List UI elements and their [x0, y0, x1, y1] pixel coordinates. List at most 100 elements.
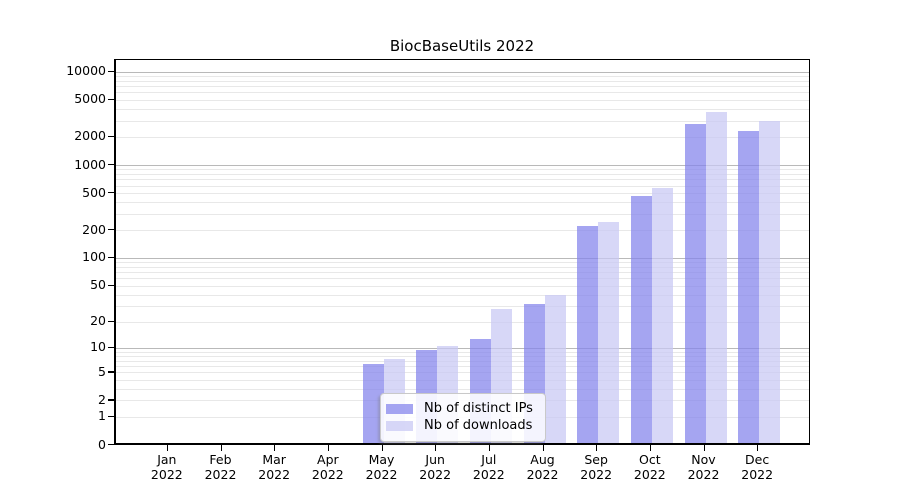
minor-gridline: [116, 321, 809, 323]
y-tick-mark: [108, 415, 114, 418]
bar-aug-downloads: [544, 294, 566, 443]
y-tick-label-2000: 2000: [74, 128, 106, 144]
minor-gridline: [116, 136, 809, 138]
minor-gridline: [116, 193, 809, 195]
y-tick-mark: [108, 192, 114, 194]
x-tick-label-apr: Apr 2022: [311, 452, 344, 482]
bar-dec-downloads: [759, 121, 781, 443]
y-tick-mark: [108, 164, 114, 166]
plot-area: [114, 59, 810, 445]
y-tick-label-10000: 10000: [66, 63, 106, 79]
y-tick-label-200: 200: [82, 221, 106, 237]
minor-gridline: [116, 366, 809, 368]
minor-gridline: [116, 285, 809, 287]
y-tick-mark: [108, 399, 114, 401]
minor-gridline: [116, 355, 809, 357]
y-tick-label-10: 10: [90, 339, 106, 355]
y-tick-label-1000: 1000: [74, 156, 106, 172]
bar-oct-downloads: [651, 188, 673, 443]
x-tick-label-may: May 2022: [365, 452, 398, 482]
legend-label: Nb of downloads: [424, 418, 533, 433]
y-tick-mark: [108, 98, 114, 101]
legend-swatch-downloads: [386, 420, 413, 431]
y-tick-label-5: 5: [98, 363, 106, 379]
bar-nov-downloads: [705, 112, 727, 443]
minor-gridline: [116, 372, 809, 374]
x-tick-mark: [488, 445, 491, 451]
y-tick-mark: [108, 284, 114, 286]
legend-row: Nb of downloads: [386, 418, 536, 433]
bar-sep-downloads: [598, 222, 620, 443]
minor-gridline: [116, 185, 809, 187]
y-tick-mark: [108, 346, 114, 349]
minor-gridline: [116, 76, 809, 78]
y-tick-mark: [108, 444, 114, 446]
y-tick-mark: [108, 70, 114, 73]
x-tick-label-feb: Feb 2022: [204, 452, 237, 482]
minor-gridline: [116, 360, 809, 362]
legend: Nb of distinct IPs Nb of downloads: [380, 393, 546, 442]
bar-sep-distinct-ips: [577, 226, 599, 443]
y-tick-label-500: 500: [82, 184, 106, 200]
legend-swatch-distinct-ips: [386, 403, 413, 414]
x-tick-mark: [381, 445, 383, 451]
legend-row: Nb of distinct IPs: [386, 401, 536, 416]
bar-dec-distinct-ips: [738, 131, 760, 443]
minor-gridline: [116, 351, 809, 353]
y-tick-mark: [108, 229, 114, 231]
minor-gridline: [116, 80, 809, 82]
x-tick-label-jan: Jan 2022: [150, 452, 183, 482]
chart-title: BiocBaseUtils 2022: [389, 37, 535, 55]
minor-gridline: [116, 278, 809, 280]
minor-gridline: [116, 120, 809, 122]
y-tick-mark: [108, 371, 114, 373]
y-tick-label-20: 20: [90, 313, 106, 329]
x-tick-label-jul: Jul 2022: [472, 452, 505, 482]
x-tick-label-oct: Oct 2022: [633, 452, 666, 482]
x-tick-label-jun: Jun 2022: [419, 452, 452, 482]
x-tick-mark: [703, 445, 705, 451]
minor-gridline: [116, 272, 809, 274]
y-tick-mark: [108, 135, 114, 138]
x-tick-mark: [649, 445, 652, 451]
bar-nov-distinct-ips: [684, 124, 706, 443]
x-tick-label-dec: Dec 2022: [741, 452, 774, 482]
minor-gridline: [116, 262, 809, 264]
y-tick-label-100: 100: [82, 249, 106, 265]
minor-gridline: [116, 213, 809, 215]
y-tick-label-1: 1: [98, 408, 106, 424]
minor-gridline: [116, 86, 809, 88]
minor-gridline: [116, 294, 809, 296]
bar-may-distinct-ips: [362, 364, 384, 443]
x-tick-mark: [435, 445, 437, 451]
minor-gridline: [116, 305, 809, 307]
x-tick-mark: [542, 445, 544, 451]
y-tick-label-5000: 5000: [74, 91, 106, 107]
major-gridline: [116, 347, 809, 349]
x-tick-mark: [166, 445, 169, 451]
x-tick-mark: [327, 445, 330, 451]
x-tick-mark: [274, 445, 276, 451]
major-gridline: [116, 257, 809, 259]
bar-oct-distinct-ips: [630, 196, 652, 443]
y-tick-label-50: 50: [90, 277, 106, 293]
x-tick-label-aug: Aug 2022: [526, 452, 559, 482]
major-gridline: [116, 165, 809, 167]
major-gridline: [116, 71, 809, 73]
minor-gridline: [116, 230, 809, 232]
minor-gridline: [116, 99, 809, 101]
x-tick-label-sep: Sep 2022: [580, 452, 613, 482]
y-tick-mark: [108, 320, 114, 322]
y-tick-mark: [108, 256, 114, 259]
x-tick-mark: [596, 445, 598, 451]
minor-gridline: [116, 169, 809, 171]
minor-gridline: [116, 388, 809, 390]
y-tick-label-0: 0: [98, 436, 106, 452]
y-tick-label-2: 2: [98, 391, 106, 407]
minor-gridline: [116, 174, 809, 176]
x-tick-label-nov: Nov 2022: [687, 452, 720, 482]
minor-gridline: [116, 379, 809, 381]
minor-gridline: [116, 179, 809, 181]
x-tick-mark: [757, 445, 759, 451]
